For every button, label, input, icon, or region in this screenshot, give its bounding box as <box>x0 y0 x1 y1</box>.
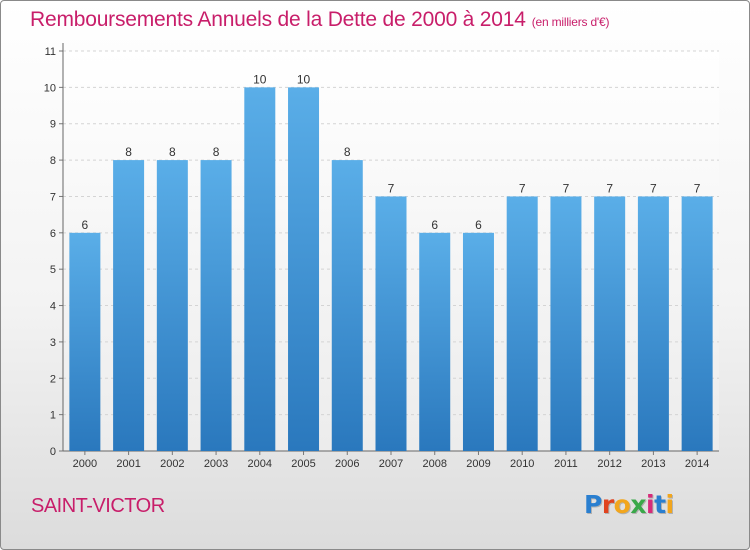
data-label: 6 <box>431 218 438 232</box>
logo-letter: P <box>584 490 602 519</box>
x-tick-label: 2013 <box>641 458 665 470</box>
y-tick-label: 4 <box>50 301 56 313</box>
bar <box>462 232 494 451</box>
logo-letter: o <box>613 490 631 519</box>
data-label: 10 <box>253 72 267 86</box>
y-tick-label: 10 <box>44 82 56 94</box>
x-tick-label: 2001 <box>116 458 140 470</box>
data-label: 6 <box>82 218 89 232</box>
bar <box>288 87 320 451</box>
chart-title: Remboursements Annuels de la Dette de 20… <box>30 8 609 32</box>
data-label: 7 <box>563 181 570 195</box>
x-tick-label: 2000 <box>73 458 97 470</box>
logo-letter: r <box>601 490 614 519</box>
x-tick-label: 2008 <box>422 458 446 470</box>
bar <box>156 160 188 451</box>
proxiti-logo: Proxiti <box>584 490 674 519</box>
data-label: 6 <box>475 218 482 232</box>
y-tick-label: 8 <box>50 155 56 167</box>
bar <box>594 196 626 451</box>
data-label: 7 <box>650 181 657 195</box>
logo-letter: i <box>646 490 655 519</box>
bar <box>419 232 451 451</box>
x-tick-label: 2009 <box>466 458 490 470</box>
y-tick-label: 1 <box>50 410 56 422</box>
x-tick-label: 2007 <box>379 458 403 470</box>
x-tick-label: 2010 <box>510 458 534 470</box>
data-label: 8 <box>213 145 220 159</box>
x-tick-label: 2003 <box>204 458 228 470</box>
logo-letter: x <box>630 490 646 519</box>
bar <box>506 196 538 451</box>
y-tick-label: 3 <box>50 337 56 349</box>
x-tick-label: 2014 <box>685 458 709 470</box>
x-tick-label: 2011 <box>554 458 578 470</box>
data-label: 7 <box>606 181 613 195</box>
x-tick-label: 2004 <box>248 458 272 470</box>
data-label: 8 <box>125 145 132 159</box>
data-label: 7 <box>694 181 701 195</box>
bar <box>113 160 145 451</box>
bar <box>69 232 101 451</box>
y-tick-label: 6 <box>50 228 56 240</box>
chart-title-text: Remboursements Annuels de la Dette de 20… <box>30 8 526 31</box>
logo-letter: t <box>654 490 666 519</box>
chart-subtitle: (en milliers d'€) <box>531 15 610 29</box>
bar <box>681 196 713 451</box>
logo-letter: i <box>665 490 675 519</box>
bar <box>244 87 276 451</box>
y-tick-label: 2 <box>50 373 56 385</box>
x-tick-label: 2005 <box>291 458 315 470</box>
y-tick-label: 0 <box>50 446 56 458</box>
x-tick-label: 2006 <box>335 458 359 470</box>
data-label: 7 <box>519 181 526 195</box>
bar <box>200 160 232 451</box>
data-label: 10 <box>297 72 311 86</box>
y-tick-label: 7 <box>50 191 56 203</box>
data-label: 7 <box>388 181 395 195</box>
bar <box>331 160 363 451</box>
y-tick-label: 5 <box>50 264 56 276</box>
y-tick-label: 11 <box>45 46 56 58</box>
x-tick-label: 2002 <box>160 458 184 470</box>
data-label: 8 <box>169 145 176 159</box>
bar <box>375 196 407 451</box>
commune-name: SAINT-VICTOR <box>31 495 165 517</box>
data-label: 8 <box>344 145 351 159</box>
x-tick-label: 2012 <box>597 458 621 470</box>
y-tick-label: 9 <box>50 119 56 131</box>
bar <box>550 196 582 451</box>
bar <box>637 196 669 451</box>
